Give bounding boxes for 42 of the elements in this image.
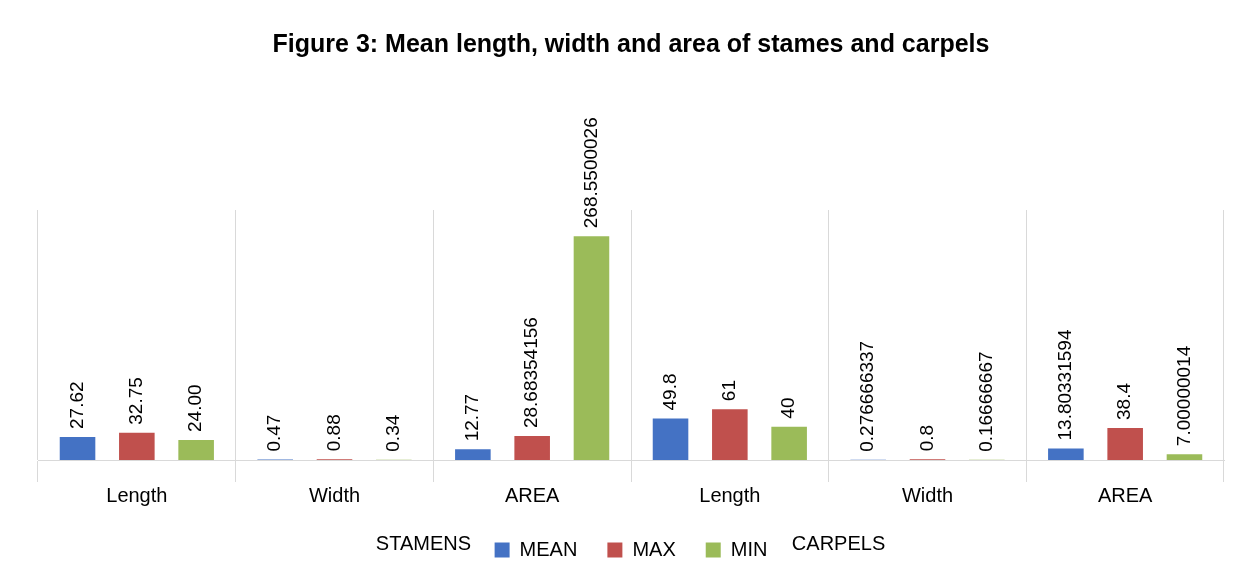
bar (712, 409, 748, 460)
bar (771, 426, 807, 460)
bar (455, 449, 491, 460)
text: STAMENS (375, 531, 472, 554)
bar (119, 432, 155, 460)
bar (573, 236, 610, 460)
x-tick-label: Width (901, 483, 954, 506)
data-label: 32.75 (125, 377, 147, 425)
legend-label: MAX (632, 537, 676, 560)
bar (652, 418, 689, 460)
x-tick-label: AREA (1097, 483, 1154, 506)
bar (1166, 454, 1203, 460)
x-tick-label: Length (106, 483, 168, 506)
data-label: 0.34 (382, 414, 404, 452)
bar (1107, 428, 1143, 460)
bar (514, 436, 550, 460)
data-label: 12.77 (461, 393, 483, 442)
chart-title: Figure 3: Mean length, width and area of stames and carpels (272, 28, 990, 57)
data-label: 38.4 (1113, 382, 1135, 420)
data-label: 0.47 (263, 414, 285, 452)
data-label: 0.276666337 (856, 340, 878, 452)
data-label: 0.8 (915, 424, 937, 452)
data-label: 0.88 (322, 414, 344, 452)
legend-label: MEAN (519, 537, 578, 560)
x-tick-label: AREA (504, 483, 561, 506)
data-label: 268.5500026 (579, 117, 601, 229)
data-label: 0.16666667 (975, 351, 997, 452)
data-label: 7.00000014 (1172, 345, 1194, 447)
data-label: 13.80331594 (1054, 329, 1076, 441)
data-label: 24.00 (184, 384, 206, 432)
x-tick-label: Length (699, 483, 761, 506)
legend-label: MIN (730, 537, 768, 560)
data-label: 61 (718, 380, 740, 402)
data-label: 28.68354156 (520, 317, 542, 429)
data-label: 40 (777, 397, 799, 419)
data-label: 27.62 (65, 381, 87, 429)
bar (59, 436, 96, 460)
bar (178, 440, 214, 460)
bar (1048, 448, 1084, 460)
x-tick-label: Width (308, 483, 361, 506)
data-label: 49.8 (658, 373, 680, 411)
text: CARPELS (791, 531, 886, 554)
